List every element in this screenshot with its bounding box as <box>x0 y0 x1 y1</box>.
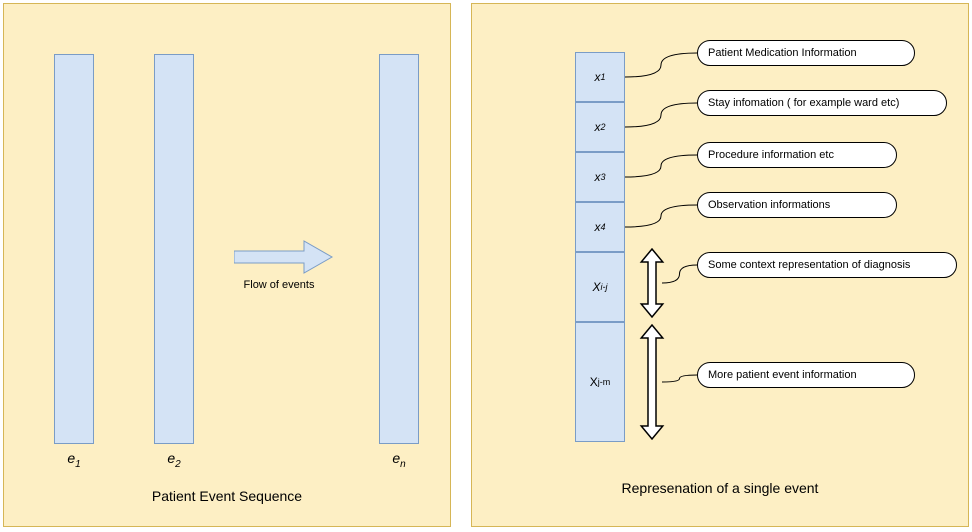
flow-label: Flow of events <box>234 279 324 291</box>
annotation-pill: More patient event information <box>697 362 915 388</box>
annotation-pill: Procedure information etc <box>697 142 897 168</box>
right-caption: Represenation of a single event <box>472 480 968 496</box>
vector-cell: Xi-j <box>575 252 625 322</box>
annotation-pill: Some context representation of diagnosis <box>697 252 957 278</box>
connector-line <box>623 153 699 179</box>
event-bar-label: e1 <box>54 450 94 470</box>
vector-cell: Xj-m <box>575 322 625 442</box>
event-bar <box>379 54 419 444</box>
event-bar-label: e2 <box>154 450 194 470</box>
annotation-pill: Observation informations <box>697 192 897 218</box>
left-caption: Patient Event Sequence <box>4 488 450 504</box>
event-bar <box>154 54 194 444</box>
annotation-pill: Stay infomation ( for example ward etc) <box>697 90 947 116</box>
annotation-pill: Patient Medication Information <box>697 40 915 66</box>
vector-cell: x2 <box>575 102 625 152</box>
right-panel: Represenation of a single event x1x2x3x4… <box>471 3 969 527</box>
connector-line <box>623 101 699 129</box>
vector-cell: x1 <box>575 52 625 102</box>
double-arrow-icon <box>638 248 666 318</box>
event-bar <box>54 54 94 444</box>
vector-cell: x4 <box>575 202 625 252</box>
connector-line <box>623 51 699 79</box>
double-arrow-icon <box>638 324 666 440</box>
left-panel: Patient Event Sequence Flow of events e1… <box>3 3 451 527</box>
connector-line <box>623 203 699 229</box>
flow-arrow <box>234 239 334 275</box>
event-bar-label: en <box>379 450 419 470</box>
vector-cell: x3 <box>575 152 625 202</box>
